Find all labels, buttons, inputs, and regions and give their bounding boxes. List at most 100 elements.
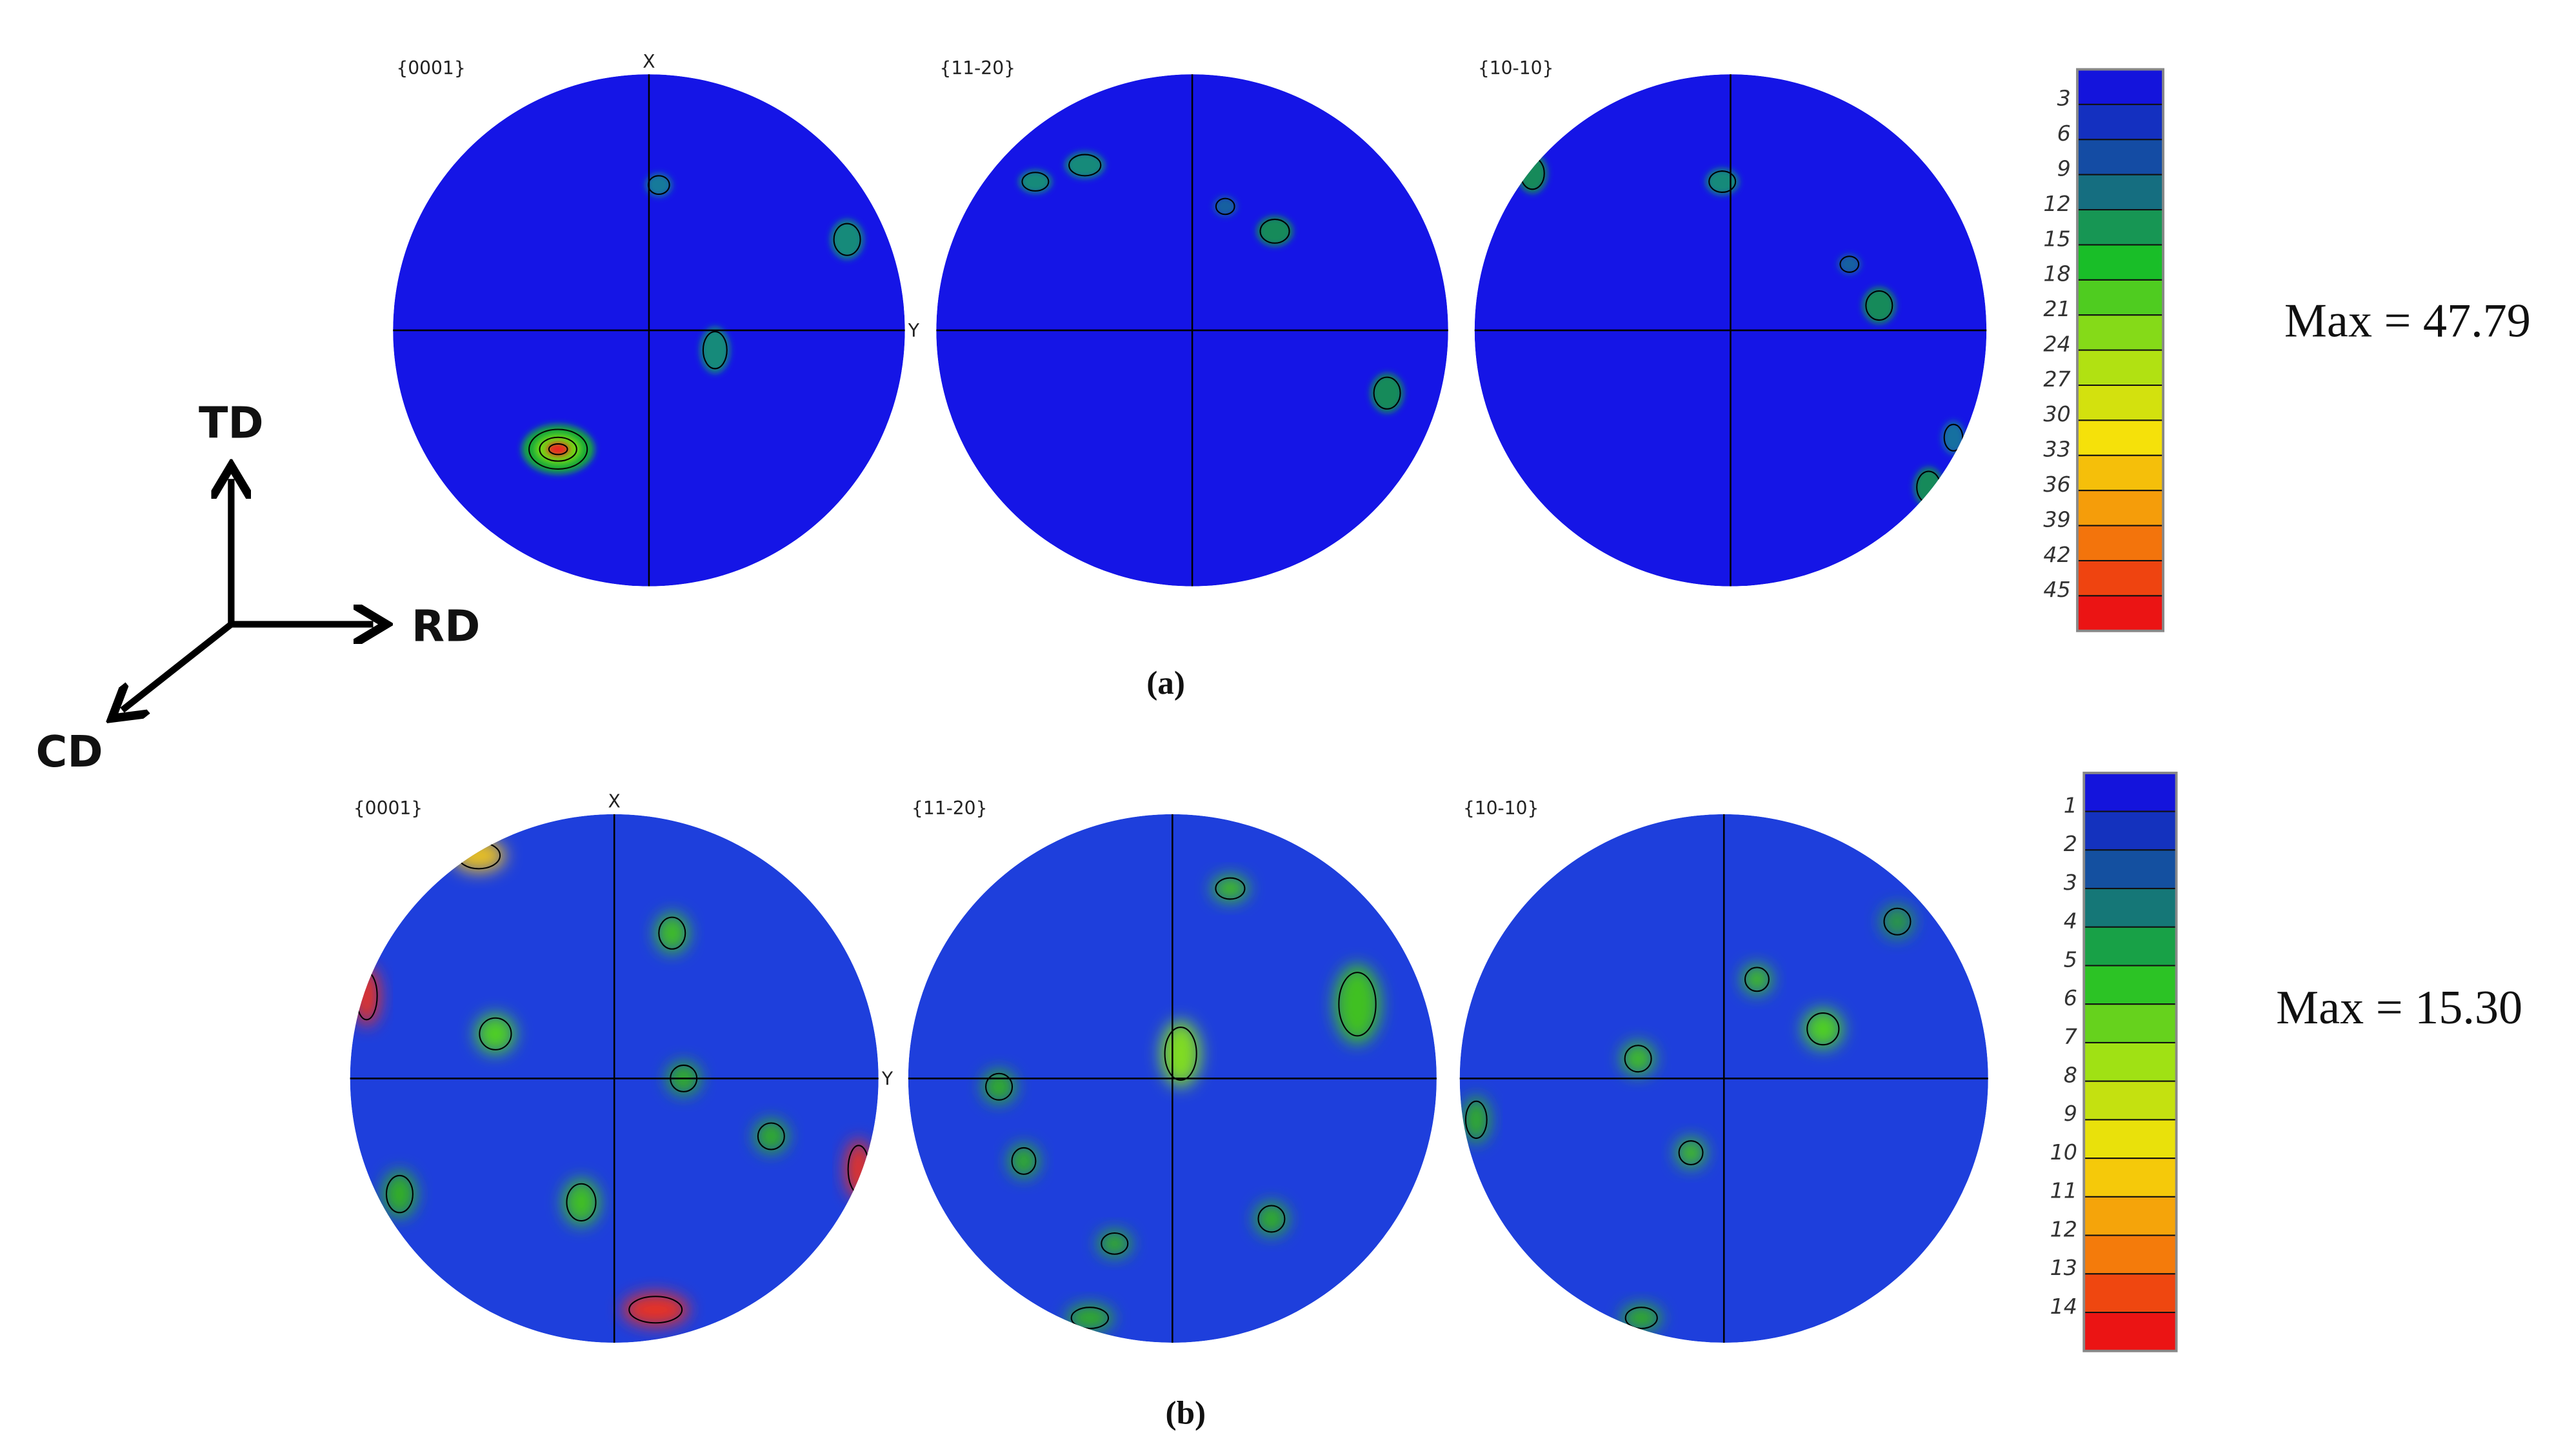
- contour: [757, 1122, 785, 1150]
- plot-label: {10-10}: [1463, 798, 1539, 819]
- contour: [1101, 1232, 1129, 1255]
- contour: [1943, 423, 1964, 452]
- colorbar-tick-label: 39: [2043, 507, 2070, 532]
- colorbar-band: [2083, 888, 2177, 928]
- contour: [1257, 1205, 1286, 1233]
- intensity-blob: [845, 1139, 872, 1199]
- colorbar-band: [2076, 385, 2164, 421]
- contour: [1164, 1027, 1197, 1081]
- colorbar-tick-label: 3: [2064, 870, 2077, 895]
- plot-label: {11-20}: [939, 57, 1015, 79]
- colorbar-tick-label: 21: [2043, 296, 2070, 321]
- intensity-blob: [1066, 1305, 1113, 1332]
- contour: [1744, 967, 1770, 992]
- plot-label: {10-10}: [1478, 57, 1554, 79]
- intensity-blob: [353, 966, 380, 1026]
- plot-label: {0001}: [354, 798, 423, 819]
- contour: [1011, 1147, 1037, 1175]
- contour: [1373, 376, 1401, 410]
- contour: [1865, 290, 1893, 321]
- colorbar-band: [2083, 849, 2177, 890]
- colorbar-band: [2076, 174, 2164, 211]
- intensity-blob: [1008, 1144, 1039, 1178]
- cd-arrow: [122, 621, 234, 710]
- intensity-blob: [1742, 964, 1772, 994]
- intensity-blob: [700, 326, 730, 374]
- intensity-blob: [622, 1293, 689, 1327]
- intensity-blob: [1463, 1096, 1490, 1143]
- intensity-blob: [1212, 875, 1249, 902]
- colorbar-band: [2083, 772, 2177, 812]
- max-label: Max = 47.79: [2284, 294, 2531, 347]
- colorbar-band: [2083, 1273, 2177, 1314]
- panel: {0001} XY{11-20} {10-10}369121518212427303…: [393, 51, 2531, 701]
- intensity-blob: [452, 839, 506, 872]
- colorbar-tick-label: 3: [2057, 86, 2071, 111]
- plot-label: {0001}: [396, 57, 465, 79]
- colorbar-band: [2076, 314, 2164, 351]
- contour: [1624, 1307, 1658, 1329]
- cd-label: CD: [35, 727, 103, 777]
- intensity-blob: [1517, 154, 1548, 194]
- intensity-blob: [830, 219, 864, 259]
- colorbar-tick-label: 12: [2050, 1216, 2077, 1241]
- colorbar-tick-label: 6: [2057, 121, 2071, 146]
- colorbar-tick-label: 42: [2043, 542, 2070, 567]
- colorbar-band: [2076, 454, 2164, 492]
- colorbar-tick-label: 36: [2043, 472, 2070, 497]
- contour: [566, 1183, 597, 1222]
- axis-y-label: Y: [908, 320, 920, 341]
- intensity-blob: [1881, 905, 1914, 938]
- colorbar-band: [2076, 103, 2164, 141]
- colorbar-tick-label: 5: [2064, 947, 2077, 972]
- caption: (b): [1166, 1394, 1206, 1431]
- colorbar-tick-label: 7: [2064, 1024, 2077, 1049]
- intensity-blob: [1942, 421, 1965, 454]
- colorbar-band: [2076, 419, 2164, 456]
- colorbar-tick-label: 9: [2064, 1101, 2077, 1126]
- colorbar-tick-label: 14: [2050, 1294, 2077, 1319]
- contour: [1259, 218, 1290, 244]
- intensity-blob: [1161, 1020, 1201, 1087]
- colorbar-band: [2083, 1041, 2177, 1082]
- colorbar-tick-label: 15: [2043, 226, 2070, 251]
- intensity-blob: [1621, 1305, 1661, 1332]
- contour: [1338, 972, 1377, 1037]
- intensity-blob: [1676, 1138, 1706, 1168]
- colorbar-tick-label: 45: [2043, 577, 2070, 602]
- colorbar-band: [2083, 1234, 2177, 1275]
- intensity-blob: [1213, 196, 1237, 217]
- contour: [548, 443, 568, 456]
- colorbar-band: [2076, 559, 2164, 597]
- colorbar-tick-label: 8: [2064, 1063, 2077, 1088]
- colorbar-frame: [2076, 68, 2165, 632]
- intensity-blob: [1706, 168, 1739, 196]
- sample-axes: [122, 479, 373, 710]
- colorbar-tick-label: 11: [2050, 1178, 2077, 1203]
- colorbar-band: [2076, 525, 2164, 562]
- contour: [1806, 1012, 1840, 1046]
- intensity-blob: [1064, 152, 1105, 179]
- colorbar-tick-label: 18: [2043, 261, 2070, 286]
- colorbar-tick-label: 9: [2057, 156, 2071, 181]
- intensity-blob: [475, 1014, 515, 1054]
- colorbar-tick-label: 2: [2064, 831, 2077, 856]
- colorbar-tick-label: 12: [2043, 191, 2070, 216]
- colorbar-tick-label: 13: [2050, 1255, 2077, 1280]
- colorbar-tick-label: 27: [2043, 366, 2070, 392]
- contour: [1215, 197, 1235, 216]
- panel: {0001} XY{11-20} {10-10} 123456789101112131…: [350, 771, 2522, 1431]
- intensity-blob: [645, 173, 672, 197]
- intensity-blob: [1862, 287, 1896, 324]
- colorbar-tick-label: 6: [2064, 985, 2077, 1010]
- plot-label: {11-20}: [912, 798, 988, 819]
- intensity-blob: [982, 1070, 1016, 1103]
- axis-y-label: Y: [881, 1069, 894, 1090]
- colorbar-band: [2076, 349, 2164, 386]
- colorbar-tick-label: 24: [2043, 331, 2070, 356]
- contour: [833, 223, 861, 256]
- contour: [1068, 154, 1102, 177]
- contour: [1215, 877, 1246, 900]
- contour: [1839, 256, 1860, 273]
